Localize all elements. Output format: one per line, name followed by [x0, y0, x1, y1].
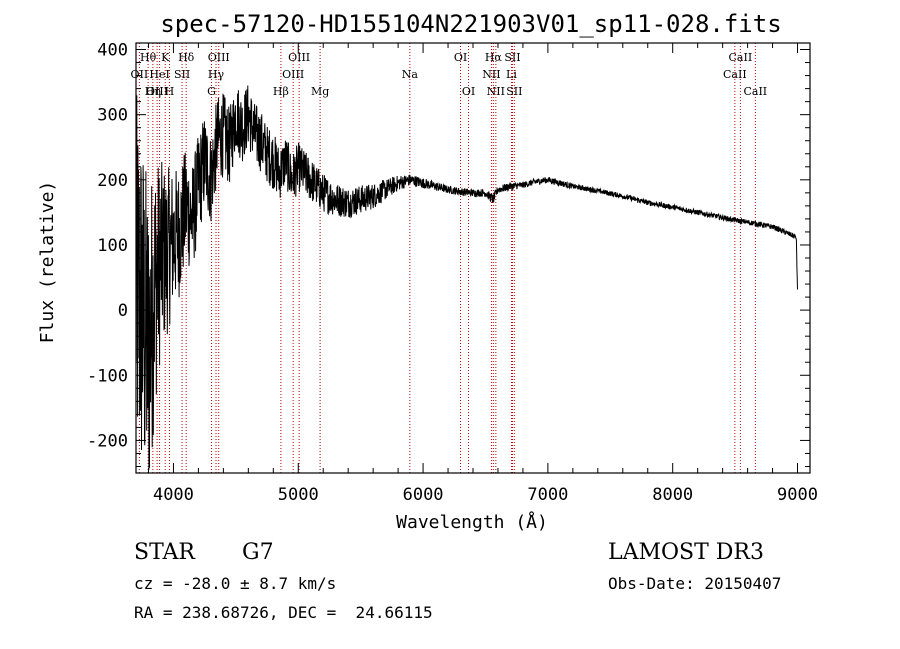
coordinates: RA = 238.68726, DEC = 24.66115	[134, 603, 433, 622]
x-axis-label: Wavelength (Å)	[396, 511, 548, 533]
line-marker-label: Li	[506, 68, 517, 81]
line-marker-labels: OIIHθOIIIHηHeIKHSIIHδGHγOIIIHβOIIIOIIIMg…	[131, 51, 768, 98]
y-axis-label: Flux (relative)	[37, 181, 58, 344]
x-tick-label: 5000	[278, 485, 319, 505]
y-tick-label: 300	[97, 106, 128, 126]
line-marker-label: SII	[174, 68, 190, 81]
line-marker-label: SII	[506, 85, 522, 98]
line-marker-label: OIII	[282, 68, 304, 81]
y-tick-label: 200	[97, 171, 128, 191]
line-marker-label: H	[165, 85, 175, 98]
line-marker-label: OII	[131, 68, 149, 81]
line-marker-label: Hδ	[178, 51, 195, 64]
x-axis-ticks: 4000 5000 6000 7000 8000 9000	[147, 43, 818, 505]
line-marker-label: Mg	[311, 85, 329, 98]
line-marker-label: CaII	[729, 51, 753, 64]
x-tick-label: 8000	[652, 485, 693, 505]
y-tick-label: 400	[97, 41, 128, 61]
spectrum-line	[135, 85, 798, 470]
chart-title: spec-57120-HD155104N221903V01_sp11-028.f…	[160, 10, 781, 38]
line-marker-label: Hη	[145, 85, 161, 98]
x-tick-label: 6000	[403, 485, 444, 505]
line-marker-label: K	[161, 51, 170, 64]
survey-name: LAMOST DR3	[608, 540, 764, 565]
observation-date: Obs-Date: 20150407	[608, 574, 782, 593]
line-marker-label: NII	[482, 68, 500, 81]
line-marker-label: NII	[487, 85, 505, 98]
x-tick-label: 9000	[777, 485, 818, 505]
line-marker-label: OIII	[146, 85, 168, 98]
line-marker-label: HeI	[149, 68, 169, 81]
line-marker-label: OIII	[208, 51, 230, 64]
y-axis-ticks: -200 -100 0 100 200 300 400	[87, 41, 810, 467]
x-tick-label: 4000	[153, 485, 194, 505]
x-tick-label: 7000	[527, 485, 568, 505]
spectral-subclass: G7	[242, 540, 274, 565]
line-marker-label: OIII	[288, 51, 310, 64]
redshift-velocity: cz = -28.0 ± 8.7 km/s	[134, 574, 337, 593]
line-marker-label: Hθ	[140, 51, 157, 64]
object-type: STAR	[134, 540, 195, 565]
line-marker-label: Hα	[485, 51, 503, 64]
y-tick-label: -100	[87, 366, 128, 386]
line-marker-label: Na	[402, 68, 419, 81]
line-marker-label: OI	[454, 51, 467, 64]
line-marker-label: SII	[504, 51, 520, 64]
line-marker-label: Hβ	[273, 85, 289, 98]
y-tick-label: -200	[87, 431, 128, 451]
y-tick-label: 100	[97, 236, 128, 256]
line-marker-label: CaII	[743, 85, 767, 98]
y-tick-label: 0	[118, 301, 128, 321]
line-marker-label: Hγ	[208, 68, 225, 81]
line-marker-label: OI	[462, 85, 475, 98]
line-marker-label: CaII	[723, 68, 747, 81]
line-markers	[138, 43, 756, 473]
line-marker-label: G	[207, 85, 216, 98]
